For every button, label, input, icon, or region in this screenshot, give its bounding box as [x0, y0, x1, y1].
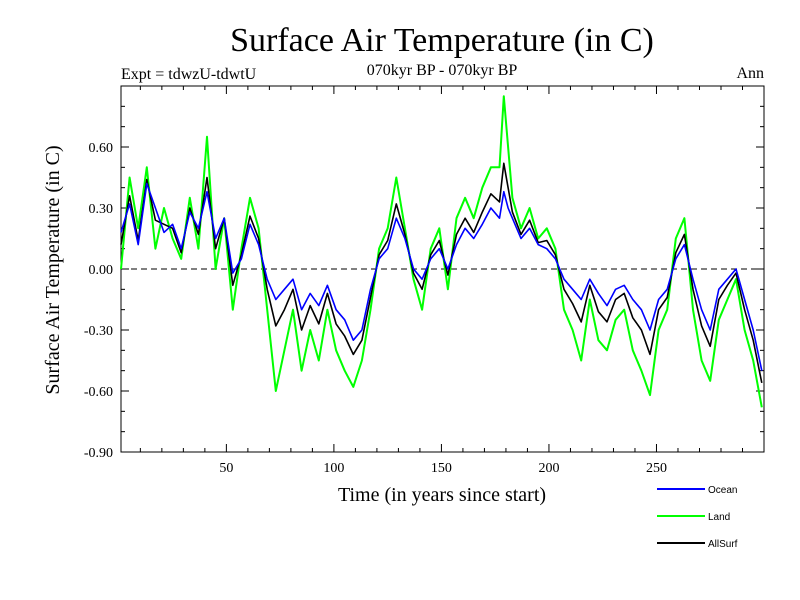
x-tick-label: 100 — [323, 461, 344, 476]
y-tick-label: 0.60 — [89, 141, 114, 156]
season-label: Ann — [736, 65, 764, 82]
legend-label-ocean: Ocean — [708, 485, 737, 496]
axis-ticks — [121, 85, 764, 453]
series-lines — [120, 95, 763, 408]
x-tick-label: 200 — [538, 461, 559, 476]
experiment-label: Expt = tdwzU-tdwtU — [121, 66, 257, 83]
y-axis-label: Surface Air Temperature (in C) — [42, 145, 64, 394]
legend: Ocean Land AllSurf — [657, 485, 738, 550]
y-tick-label: -0.60 — [84, 385, 113, 400]
y-tick-label: 0.00 — [89, 263, 114, 278]
chart-subtitle: 070kyr BP - 070kyr BP — [367, 62, 518, 79]
series-line-land — [120, 95, 763, 408]
y-tick-labels: -0.90 -0.60 -0.30 0.00 0.30 0.60 — [84, 141, 113, 461]
chart-title: Surface Air Temperature (in C) — [230, 22, 654, 59]
plot-area — [120, 85, 765, 453]
x-tick-labels: 50 100 150 200 250 — [219, 461, 667, 476]
x-tick-label: 150 — [431, 461, 452, 476]
legend-label-allsurf: AllSurf — [708, 539, 738, 550]
x-tick-label: 50 — [219, 461, 233, 476]
y-tick-label: -0.30 — [84, 324, 113, 339]
y-tick-label: -0.90 — [84, 446, 113, 461]
x-tick-label: 250 — [646, 461, 667, 476]
series-line-ocean — [120, 182, 763, 371]
legend-label-land: Land — [708, 512, 730, 523]
x-axis-label: Time (in years since start) — [338, 484, 546, 506]
series-line-allsurf — [120, 162, 763, 384]
y-tick-label: 0.30 — [89, 202, 114, 217]
